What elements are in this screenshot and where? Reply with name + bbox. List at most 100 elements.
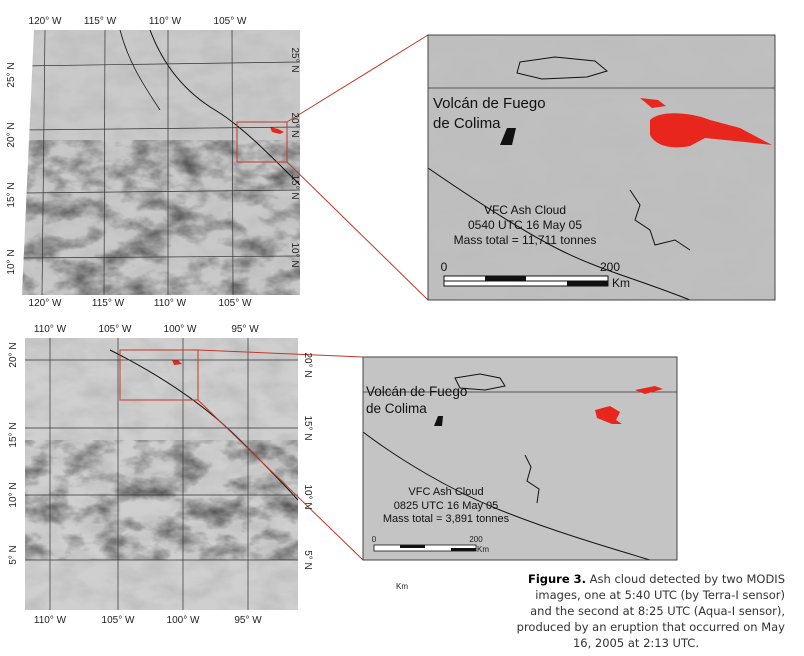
zoom-line [286, 34, 429, 123]
cloud-label: Mass total = 3,891 tonnes [383, 513, 510, 525]
lat-label: 10° N [289, 242, 300, 267]
grid-line [22, 126, 300, 131]
lon-label: 120° W [29, 16, 62, 27]
volcano-name: de Colima [433, 115, 501, 132]
cloud-label: VFC Ash Cloud [408, 486, 483, 498]
inset-frame [362, 356, 678, 561]
lon-label: 105° W [219, 298, 252, 309]
coastline [524, 454, 540, 504]
grid-line [22, 61, 300, 67]
grid-line [22, 189, 300, 194]
texture [25, 440, 298, 560]
lon-label: 95° W [234, 615, 262, 626]
lat-label: 20° N [8, 342, 19, 367]
lat-label: 5° N [8, 545, 19, 565]
scale-segment [485, 276, 526, 281]
cloud-label: VFC Ash Cloud [484, 203, 566, 217]
lon-label: 110° W [34, 324, 67, 335]
scale-label: 0 [441, 260, 448, 274]
lon-label: 110° W [154, 298, 187, 309]
lat-label: 25° N [6, 62, 17, 87]
scale-bar [443, 275, 609, 287]
caption-line: 16, 2005 at 2:13 UTC. [573, 636, 699, 650]
zoom-box [236, 121, 288, 163]
lon-label: 120° W [29, 298, 62, 309]
scale-label: 200 [600, 260, 620, 274]
lon-label: 110° W [34, 615, 67, 626]
lat-label: 15° N [302, 415, 313, 440]
graticule [25, 338, 298, 610]
texture [428, 35, 775, 300]
lat-label: 10° N [6, 249, 17, 274]
scale-label: 200 [469, 535, 483, 544]
grid-line [103, 30, 106, 295]
scale-segment [567, 281, 608, 286]
ash-cloud [595, 406, 622, 424]
ash-cloud [635, 386, 663, 394]
lat-label: 10° N [8, 482, 19, 507]
grid-line [41, 30, 46, 295]
coastline [149, 30, 300, 186]
ash-cloud [640, 98, 666, 108]
scale-segment [451, 548, 476, 551]
lon-label: 115° W [84, 16, 117, 27]
ash-cloud [650, 113, 772, 148]
volcano-name: Volcán de Fuego [433, 95, 546, 112]
coastline [109, 349, 298, 501]
lat-label: 5° N [302, 550, 313, 570]
caption-line: and the second at 8:25 UTC (Aqua-I senso… [530, 604, 785, 618]
caption-label: Figure 3. [528, 572, 586, 586]
lat-label: 25° N [289, 47, 300, 72]
coastline [428, 167, 691, 300]
lat-label: 15° N [6, 182, 17, 207]
lat-label: 10° N [302, 484, 313, 509]
scale-label: Km [612, 276, 630, 290]
inset-frame [427, 34, 776, 301]
grid-line [231, 30, 234, 295]
lat-label: 15° N [289, 174, 300, 199]
coastline [363, 431, 651, 560]
graticule [22, 30, 300, 295]
lon-label: 95° W [231, 324, 259, 335]
scale-label: Km [477, 545, 489, 554]
coastline [629, 189, 691, 251]
grid-line [22, 255, 300, 259]
lon-label: 100° W [164, 324, 197, 335]
lat-label: 20° N [6, 122, 17, 147]
volcano-marker [434, 416, 443, 426]
lon-label: 105° W [99, 324, 132, 335]
lon-label: 105° W [102, 615, 135, 626]
zoom-box [119, 349, 199, 401]
scale-label: 0 [372, 535, 377, 544]
bottom-inset [363, 357, 677, 560]
caption-line: produced by an eruption that occurred on… [517, 620, 786, 634]
scale-segment [400, 545, 425, 548]
lon-label: 115° W [92, 298, 125, 309]
lat-label: 15° N [8, 422, 19, 447]
labels: 120° W 115° W 110° W 105° W 120° W 115° W 110°… [6, 16, 785, 650]
lon-label: 110° W [149, 16, 182, 27]
lon-label: 100° W [167, 615, 200, 626]
zoom-line [197, 399, 364, 561]
caption-line: Figure 3. Ash cloud detected by two MODI… [528, 572, 785, 586]
volcano-name: de Colima [366, 401, 427, 416]
top-map [22, 30, 300, 295]
texture [363, 357, 677, 560]
island [516, 56, 609, 80]
caption-line: images, one at 5:40 UTC (by Terra-I sens… [535, 588, 785, 602]
volcano-name: Volcán de Fuego [366, 384, 467, 399]
texture [22, 140, 300, 295]
top-inset [428, 35, 775, 300]
volcano-marker [500, 128, 516, 145]
bottom-map [25, 338, 298, 610]
stray-label: Km [396, 582, 408, 591]
cloud-label: 0825 UTC 16 May 05 [394, 500, 499, 512]
lon-label: 105° W [214, 16, 247, 27]
island [454, 373, 506, 391]
zoom-line [197, 349, 364, 358]
ash-cloud [172, 360, 182, 365]
cloud-label: 0540 UTC 16 May 05 [468, 218, 582, 232]
